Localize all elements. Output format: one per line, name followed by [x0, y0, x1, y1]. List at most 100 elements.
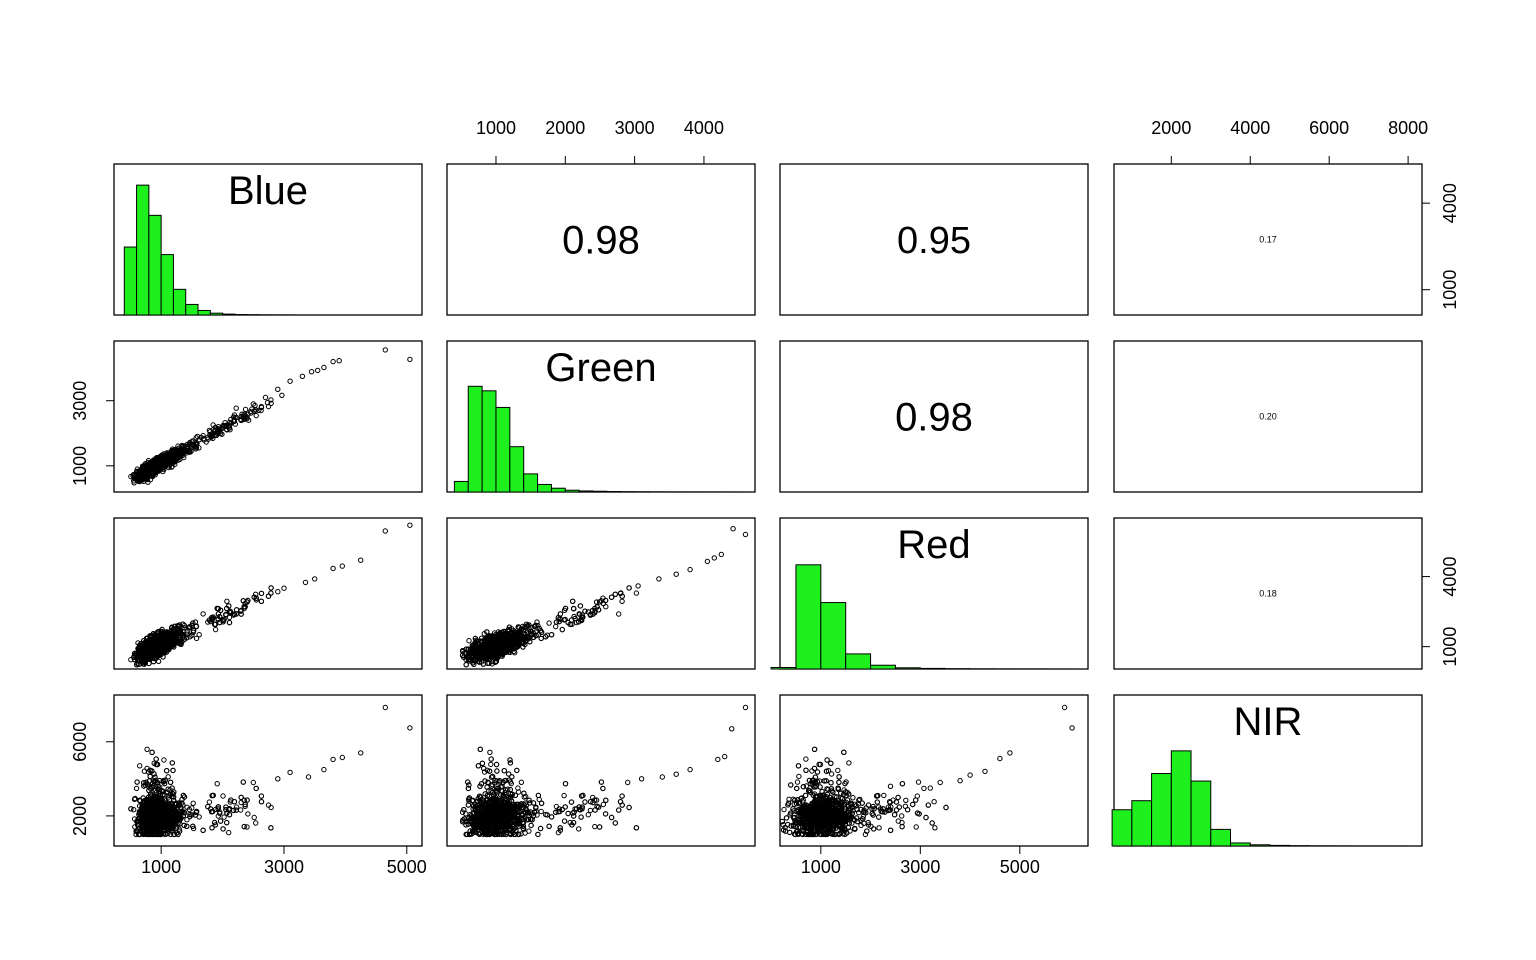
variable-label-blue: Blue: [228, 169, 308, 213]
scatter-point-green-blue: [193, 441, 200, 448]
hist-bar-red: [894, 667, 921, 670]
scatter-point-green-blue: [244, 415, 250, 422]
scatter-point-green-blue: [215, 426, 221, 432]
scatter-point-red-blue: [146, 660, 152, 667]
hist-bar-blue: [136, 184, 150, 316]
hist-bar-nir: [1249, 844, 1271, 847]
scatter-point-green-blue: [265, 403, 272, 410]
scatter-point-red-blue: [223, 612, 229, 618]
scatter-point-green-blue: [200, 432, 206, 439]
scatter-point-red-green: [616, 611, 622, 617]
hist-bar-green: [592, 490, 608, 493]
scatter-point-green-blue: [275, 386, 281, 392]
scatter-point-red-green: [742, 531, 749, 538]
scatter-point-green-blue: [136, 473, 143, 480]
scatter-point-red-green: [656, 576, 662, 582]
scatter-point-red-blue: [196, 632, 202, 638]
scatter-point-red-blue: [141, 638, 147, 644]
scatter-point-red-blue: [281, 585, 287, 591]
scatter-point-green-blue: [217, 430, 224, 437]
scatter-point-red-blue: [184, 629, 190, 635]
scatter-point-green-blue: [155, 461, 161, 467]
scatter-point-green-blue: [159, 452, 165, 458]
scatter-point-green-blue: [241, 411, 247, 417]
scatter-point-red-blue: [220, 617, 226, 624]
scatter-point-green-blue: [253, 412, 259, 419]
scatter-point-green-blue: [315, 367, 321, 374]
scatter-point-red-blue: [226, 619, 233, 626]
scatter-point-green-blue: [227, 421, 234, 427]
scatter-point-green-blue: [330, 358, 336, 365]
panel-green-red: [779, 340, 1089, 493]
scatter-point-green-blue: [258, 403, 265, 410]
scatter-point-green-blue: [154, 464, 161, 470]
hist-bar-nir: [1210, 828, 1232, 847]
scatter-point-green-blue: [165, 455, 171, 462]
scatter-point-red-green: [687, 566, 693, 573]
scatter-point-red-blue: [258, 590, 265, 597]
hist-bar-nir: [1111, 809, 1133, 847]
hist-bar-nir: [1151, 773, 1172, 847]
scatter-point-red-blue: [131, 650, 138, 657]
correlation-label: 0.98: [562, 219, 640, 263]
hist-bar-red: [845, 653, 872, 670]
scatter-point-red-green: [711, 555, 717, 561]
hist-bar-green: [453, 480, 469, 493]
variable-label-red: Red: [897, 523, 970, 567]
hist-bar-blue: [172, 288, 187, 316]
scatter-point-green-blue: [150, 468, 156, 475]
scatter-point-green-blue: [209, 431, 215, 437]
variable-label-nir: NIR: [1234, 700, 1303, 744]
hist-bar-green: [467, 385, 483, 493]
scatter-point-red-green: [633, 590, 640, 596]
scatter-point-red-blue: [240, 598, 247, 604]
panel-nir-green: [446, 694, 756, 847]
hist-bar-nir: [1269, 844, 1291, 847]
scatter-point-red-green: [577, 603, 584, 609]
scatter-point-red-green: [546, 620, 552, 626]
hist-bar-green: [550, 487, 566, 493]
scatter-point-green-blue: [233, 414, 240, 421]
panel-red-blue: [113, 517, 423, 670]
hist-bar-green: [523, 473, 539, 493]
scatter-point-red-blue: [302, 579, 309, 586]
scatter-point-red-blue: [339, 563, 345, 569]
scatter-point-green-blue: [159, 458, 165, 464]
scatter-point-red-blue: [189, 632, 195, 638]
scatter-point-green-blue: [169, 449, 175, 455]
scatter-point-green-blue: [139, 470, 145, 476]
hist-bar-nir: [1190, 780, 1212, 847]
scatter-point-green-blue: [210, 422, 216, 428]
scatter-point-red-blue: [170, 626, 177, 632]
scatter-point-red-blue: [253, 595, 259, 601]
scatter-point-green-blue: [220, 424, 226, 430]
hist-bar-red: [870, 664, 896, 670]
hist-bar-green: [495, 406, 511, 493]
hist-bar-blue: [148, 214, 162, 316]
scatter-point-red-blue: [172, 623, 178, 629]
scatter-point-red-blue: [268, 590, 274, 596]
scatter-point-red-blue: [136, 661, 142, 667]
hist-bar-red: [919, 667, 946, 670]
scatter-point-green-blue: [167, 460, 174, 466]
scatter-point-red-blue: [312, 576, 318, 582]
scatter-point-green-blue: [268, 400, 274, 406]
scatter-point-red-green: [673, 571, 679, 577]
scatter-point-red-green: [704, 558, 711, 565]
scatter-point-red-blue: [358, 557, 364, 563]
scatter-point-green-blue: [190, 441, 196, 448]
scatter-point-red-green: [538, 635, 544, 642]
hist-bar-green: [509, 446, 525, 493]
scatter-point-red-blue: [134, 662, 140, 668]
scatter-point-red-blue: [268, 585, 274, 591]
scatter-point-green-blue: [299, 373, 306, 379]
hist-bar-nir: [1230, 842, 1251, 847]
scatter-point-nir-blue: [190, 800, 196, 806]
scatter-point-green-blue: [179, 442, 185, 449]
scatter-point-green-blue: [241, 416, 247, 423]
scatter-point-green-blue: [170, 457, 177, 463]
scatter-point-green-blue: [196, 437, 202, 443]
scatter-point-red-green: [548, 632, 555, 638]
scatter-point-green-blue: [147, 467, 153, 473]
